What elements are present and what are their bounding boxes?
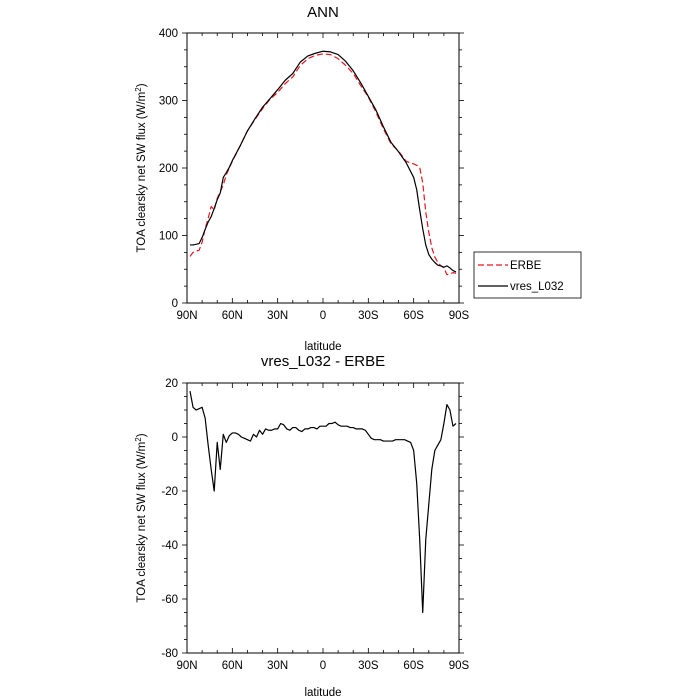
bottom-y-tick-label: -40 [161, 540, 178, 552]
bottom-x-tick-label: 60N [222, 660, 243, 672]
bottom-y-axis-label-end: ) [136, 433, 148, 437]
top-series-group [189, 50, 457, 276]
legend: ERBE vres_L032 [473, 251, 582, 299]
bottom-y-ticks: -80 -60 -40 -20 0 20 [161, 378, 464, 660]
bottom-x-ticks: 90N 60N 30N 0 30S 60S 90S [176, 383, 470, 672]
legend-box [473, 251, 582, 299]
bottom-x-tick-label: 30N [267, 660, 288, 672]
top-y-axis-label-sup: 2 [134, 87, 143, 92]
bottom-x-axis-label: latitude [304, 687, 341, 699]
top-panel: ANN 90N 60N 30N 0 30S 60S 90S 0 100 200 300 400 la… [134, 4, 470, 353]
top-x-tick-label: 60N [222, 310, 243, 322]
legend-vres-label: vres_L032 [510, 281, 564, 293]
top-x-axis-label: latitude [304, 341, 341, 353]
bottom-y-tick-label: 20 [165, 378, 178, 390]
top-plot-frame [186, 32, 460, 304]
bottom-x-tick-label: 90S [449, 660, 470, 672]
top-x-tick-label: 30N [267, 310, 288, 322]
legend-erbe-label: ERBE [510, 260, 542, 272]
bottom-x-tick-label: 30S [358, 660, 379, 672]
top-y-tick-label: 300 [159, 96, 178, 108]
bottom-x-tick-label: 0 [320, 660, 326, 672]
bottom-chart-title: vres_L032 - ERBE [261, 353, 385, 370]
bottom-x-tick-label: 90N [176, 660, 197, 672]
top-y-tick-label: 400 [159, 28, 178, 40]
top-x-tick-label: 0 [320, 310, 326, 322]
top-y-ticks: 0 100 200 300 400 [159, 28, 464, 310]
top-y-tick-label: 0 [172, 298, 178, 310]
top-chart-title: ANN [307, 4, 339, 21]
bottom-panel: vres_L032 - ERBE 90N 60N 30N 0 30S 60S 90S -80… [134, 353, 470, 699]
top-y-axis-label: TOA clearsky net SW flux (W/m2) [134, 83, 149, 252]
bottom-y-tick-label: -20 [161, 486, 178, 498]
bottom-y-tick-label: -80 [161, 648, 178, 660]
bottom-y-axis-label-sup: 2 [134, 437, 143, 442]
top-x-tick-label: 90S [449, 310, 470, 322]
top-x-ticks: 90N 60N 30N 0 30S 60S 90S [176, 33, 470, 322]
bottom-y-tick-label: -60 [161, 594, 178, 606]
top-y-axis-label-main: TOA clearsky net SW flux (W/m [136, 92, 148, 253]
top-x-tick-label: 60S [403, 310, 424, 322]
bottom-y-axis-label: TOA clearsky net SW flux (W/m2) [134, 433, 149, 602]
top-series-erbe-line [189, 53, 457, 276]
bottom-y-axis-label-main: TOA clearsky net SW flux (W/m [136, 442, 148, 603]
bottom-x-tick-label: 60S [403, 660, 424, 672]
bottom-series-group [189, 390, 457, 614]
top-y-axis-label-end: ) [136, 83, 148, 87]
bottom-series-difference-line [189, 390, 457, 614]
top-series-vres-l032-line [190, 50, 457, 273]
bottom-y-tick-label: 0 [172, 432, 178, 444]
top-x-tick-label: 30S [358, 310, 379, 322]
top-y-tick-label: 200 [159, 163, 178, 175]
top-y-tick-label: 100 [159, 231, 178, 243]
top-x-tick-label: 90N [176, 310, 197, 322]
